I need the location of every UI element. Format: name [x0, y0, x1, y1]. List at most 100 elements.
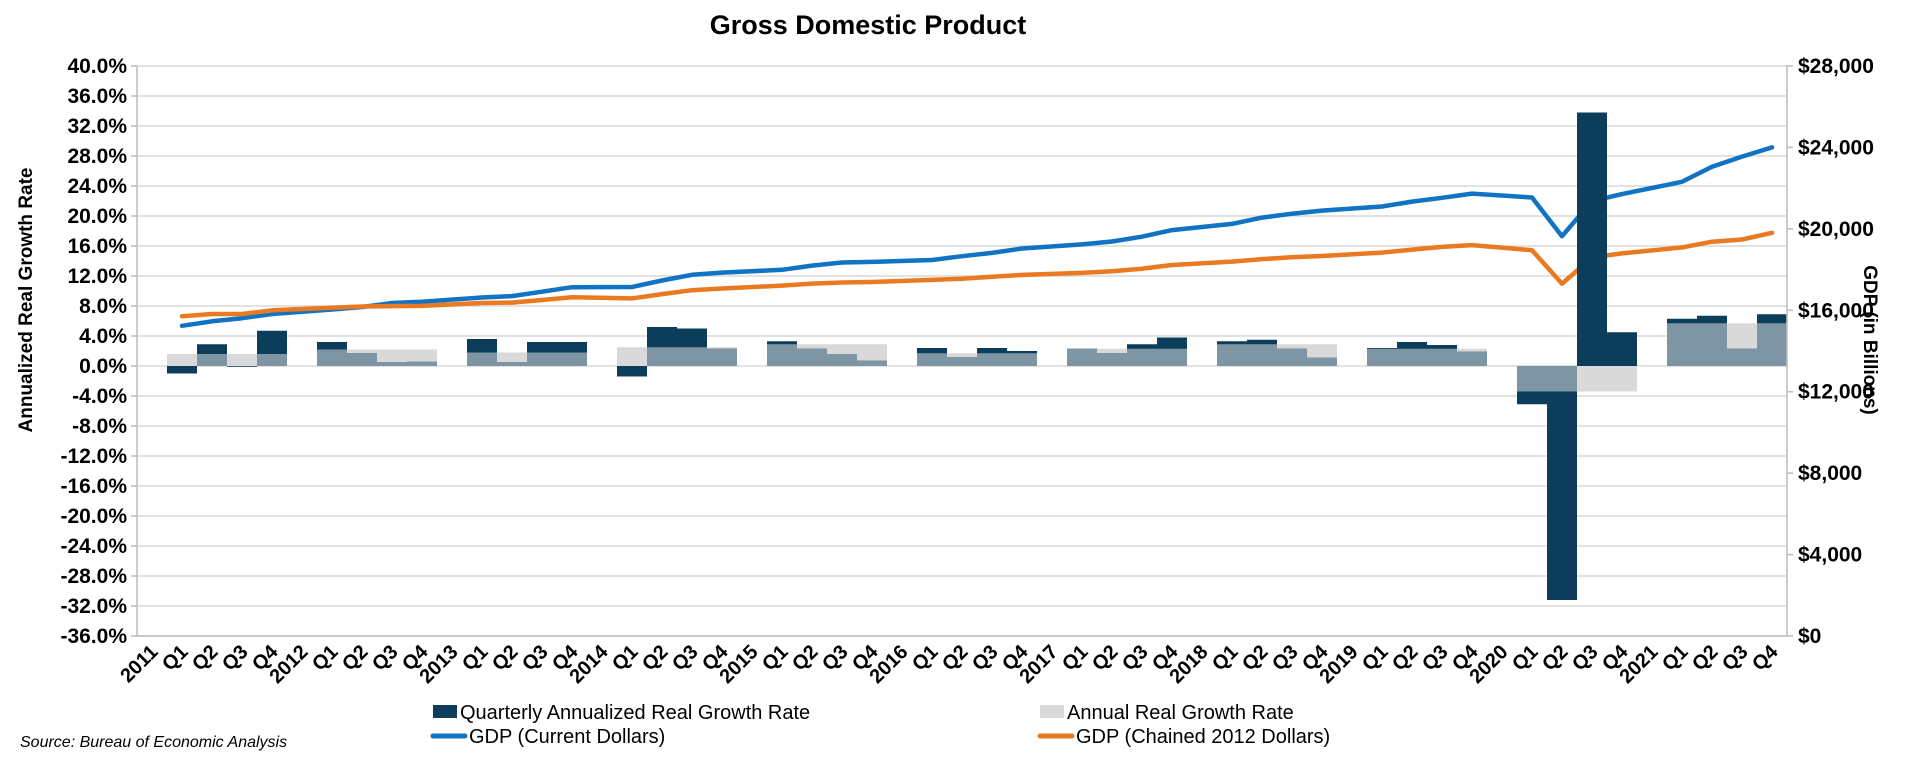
x-axis-tick-label: Q2	[1238, 641, 1272, 675]
gdp-line	[179, 145, 1775, 329]
left-axis-tick-label: 4.0%	[79, 325, 127, 348]
x-axis-tick-label: Q2	[938, 641, 972, 675]
annual-growth-bar	[617, 347, 647, 366]
x-axis-tick-label: Q2	[338, 641, 372, 675]
right-axis-tick-label: $4,000	[1798, 544, 1862, 567]
legend-square-marker	[1040, 705, 1064, 718]
left-axis-tick-label: 16.0%	[67, 235, 127, 258]
x-axis-tick-label: Q3	[368, 641, 402, 675]
quarterly-growth-bar	[1607, 332, 1637, 366]
x-axis-tick-label: Q1	[758, 641, 792, 675]
left-axis-tick-label: -12.0%	[60, 445, 127, 468]
bar-overlap	[827, 354, 857, 366]
x-axis-tick-label: Q1	[1658, 641, 1692, 675]
bar-overlap	[557, 352, 587, 366]
annual-growth-bar	[167, 354, 197, 366]
chart-title: Gross Domestic Product	[710, 10, 1027, 40]
x-axis-tick-label: Q1	[308, 641, 342, 675]
right-axis-tick-label: $8,000	[1798, 462, 1862, 485]
quarterly-growth-bar	[1547, 366, 1577, 600]
x-axis-tick-label: Q2	[1688, 641, 1722, 675]
x-axis-tick-label: Q2	[1388, 641, 1422, 675]
left-axis-tick-label: 28.0%	[67, 145, 127, 168]
annual-growth-bar	[1607, 366, 1637, 392]
right-axis-tick-label: $28,000	[1798, 55, 1874, 78]
annual-growth-bar	[857, 344, 887, 366]
bar-overlap	[677, 347, 707, 366]
legend-label: GDP (Chained 2012 Dollars)	[1076, 726, 1330, 748]
bar-overlap	[1427, 348, 1457, 366]
bar-overlap	[347, 353, 377, 366]
left-axis-title: Annualized Real Growth Rate	[16, 168, 37, 433]
x-axis-tick-label: Q3	[818, 641, 852, 675]
gdp-line	[179, 230, 1775, 319]
bar-overlap	[1067, 348, 1097, 366]
bar-overlap	[1007, 353, 1037, 366]
left-axis-tick-label: -28.0%	[60, 565, 127, 588]
bar-overlap	[1457, 351, 1487, 366]
source-note: Source: Bureau of Economic Analysis	[20, 734, 287, 751]
axis-lines	[131, 65, 1793, 637]
x-axis-tick-label: Q2	[1538, 641, 1572, 675]
bar-overlap	[797, 348, 827, 366]
bar-overlap	[407, 361, 437, 366]
bar-overlap	[1307, 357, 1337, 366]
legend-square-marker	[433, 705, 457, 718]
x-axis-tick-label: Q1	[158, 641, 192, 675]
bar-overlap	[1277, 348, 1307, 366]
bar-overlap	[1247, 344, 1277, 366]
legend-label: Annual Real Growth Rate	[1067, 702, 1294, 724]
bar-overlap	[1157, 348, 1187, 366]
x-axis-tick-label: Q4	[1748, 640, 1783, 675]
bar-overlap	[1547, 366, 1577, 392]
legend: Quarterly Annualized Real Growth Rate Ann…	[430, 702, 1330, 748]
left-axis-tick-label: -32.0%	[60, 595, 127, 618]
bar-overlap	[857, 360, 887, 366]
right-axis-tick-label: $24,000	[1798, 136, 1874, 159]
left-axis-tick-label: 36.0%	[67, 85, 127, 108]
bar-overlap	[917, 353, 947, 366]
bar-overlap	[1397, 348, 1427, 366]
bar-overlap	[977, 353, 1007, 366]
bar-overlap	[1097, 353, 1127, 366]
legend-label: Quarterly Annualized Real Growth Rate	[460, 702, 810, 724]
bar-overlap	[947, 357, 977, 366]
bar-overlap	[1667, 323, 1697, 366]
x-axis-tick-label: Q1	[458, 641, 492, 675]
bar-overlap	[1727, 348, 1757, 366]
right-axis-tick-label: $20,000	[1798, 218, 1874, 241]
x-axis-tick-label: Q3	[1418, 641, 1452, 675]
right-axis-tick-label: $0	[1798, 625, 1821, 648]
bar-overlap	[767, 344, 797, 366]
bar-overlap	[1217, 344, 1247, 366]
x-axis-tick-label: Q3	[218, 641, 252, 675]
left-axis-tick-label: -36.0%	[60, 625, 127, 648]
left-axis-tick-label: -4.0%	[72, 385, 127, 408]
annual-growth-bar	[377, 349, 407, 366]
quarterly-growth-bar	[167, 366, 197, 374]
x-axis-tick-label: Q2	[488, 641, 522, 675]
left-axis-tick-label: -8.0%	[72, 415, 127, 438]
annual-growth-bar	[227, 354, 257, 366]
x-axis-tick-label: Q2	[188, 641, 222, 675]
bar-overlap	[1127, 348, 1157, 366]
x-axis-tick-label: Q1	[608, 641, 642, 675]
legend-label: GDP (Current Dollars)	[469, 726, 665, 748]
x-axis-tick-label: Q1	[1358, 641, 1392, 675]
x-axis-tick-label: Q1	[1208, 641, 1242, 675]
left-axis-tick-label: 20.0%	[67, 205, 127, 228]
x-axis-tick-label: Q3	[518, 641, 552, 675]
left-axis-tick-labels: 40.0% 36.0% 32.0% 28.0% 24.0% 20.0% 16.0% 12.0%…	[60, 55, 127, 648]
gdp-line-series	[179, 145, 1775, 329]
x-axis-tick-labels: 2011Q1Q2Q3Q42012Q1Q2Q3Q42013Q1Q2Q3Q42014…	[116, 640, 1783, 688]
left-axis-tick-label: 32.0%	[67, 115, 127, 138]
right-axis-tick-labels: $28,000 $24,000 $20,000 $16,000 $12,000 $8,00…	[1798, 55, 1874, 648]
left-axis-tick-label: 0.0%	[79, 355, 127, 378]
left-axis-tick-label: -16.0%	[60, 475, 127, 498]
bar-overlap	[707, 348, 737, 366]
left-axis-tick-label: 8.0%	[79, 295, 127, 318]
left-axis-tick-label: 12.0%	[67, 265, 127, 288]
x-axis-tick-label: Q2	[1088, 641, 1122, 675]
